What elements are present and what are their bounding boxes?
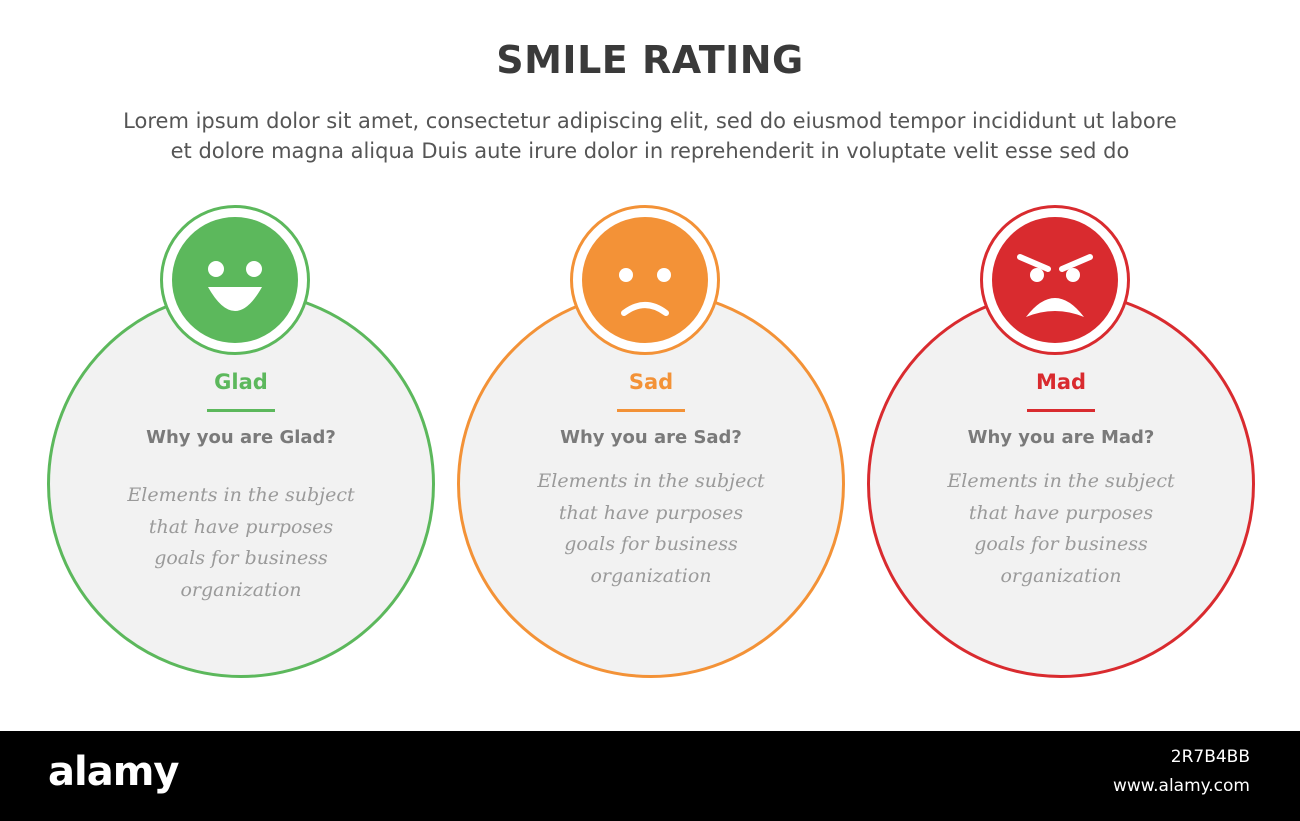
subtitle-line-1: Lorem ipsum dolor sit amet, consectetur … xyxy=(123,109,1177,133)
happy-face-icon xyxy=(172,217,298,343)
subtitle-line-2: et dolore magna aliqua Duis aute irure d… xyxy=(170,139,1130,163)
image-id: 2R7B4BB xyxy=(1170,747,1250,767)
desc-line: organization xyxy=(590,564,712,587)
rating-card-mad: Mad Why you are Mad? Elements in the sub… xyxy=(867,205,1257,678)
card-label: Glad xyxy=(214,370,268,394)
rating-card-sad: Sad Why you are Sad? Elements in the sub… xyxy=(457,205,847,678)
card-question: Why you are Sad? xyxy=(560,427,742,448)
desc-line: that have purposes xyxy=(968,501,1154,524)
desc-line: goals for business xyxy=(564,533,738,555)
card-question: Why you are Mad? xyxy=(967,427,1155,448)
page-subtitle: Lorem ipsum dolor sit amet, consectetur … xyxy=(60,106,1240,166)
desc-line: that have purposes xyxy=(558,501,744,524)
desc-line: organization xyxy=(180,578,302,601)
desc-line: Elements in the subject xyxy=(947,470,1175,492)
footer-url: www.alamy.com xyxy=(1112,776,1250,796)
angry-face-icon xyxy=(992,217,1118,343)
sad-face-icon xyxy=(582,217,708,343)
card-description: Elements in the subject that have purpos… xyxy=(911,466,1211,592)
page-title: SMILE RATING xyxy=(496,38,804,82)
brand-logo: alamy xyxy=(48,749,179,795)
desc-line: that have purposes xyxy=(148,515,334,538)
card-label: Sad xyxy=(628,370,674,394)
card-description: Elements in the subject that have purpos… xyxy=(501,466,801,592)
card-description: Elements in the subject that have purpos… xyxy=(91,480,391,606)
desc-line: Elements in the subject xyxy=(537,470,765,492)
rating-card-glad: Glad Why you are Glad? Elements in the s… xyxy=(47,205,437,678)
desc-line: goals for business xyxy=(974,533,1148,555)
desc-line: goals for business xyxy=(154,547,328,569)
label-underline xyxy=(617,409,685,412)
label-underline xyxy=(207,409,275,412)
desc-line: Elements in the subject xyxy=(127,484,355,506)
card-question: Why you are Glad? xyxy=(146,427,336,448)
card-label: Mad xyxy=(1035,370,1087,394)
footer-bar: alamy 2R7B4BB www.alamy.com xyxy=(0,731,1300,821)
card-circle xyxy=(867,290,1255,678)
desc-line: organization xyxy=(1000,564,1122,587)
label-underline xyxy=(1027,409,1095,412)
